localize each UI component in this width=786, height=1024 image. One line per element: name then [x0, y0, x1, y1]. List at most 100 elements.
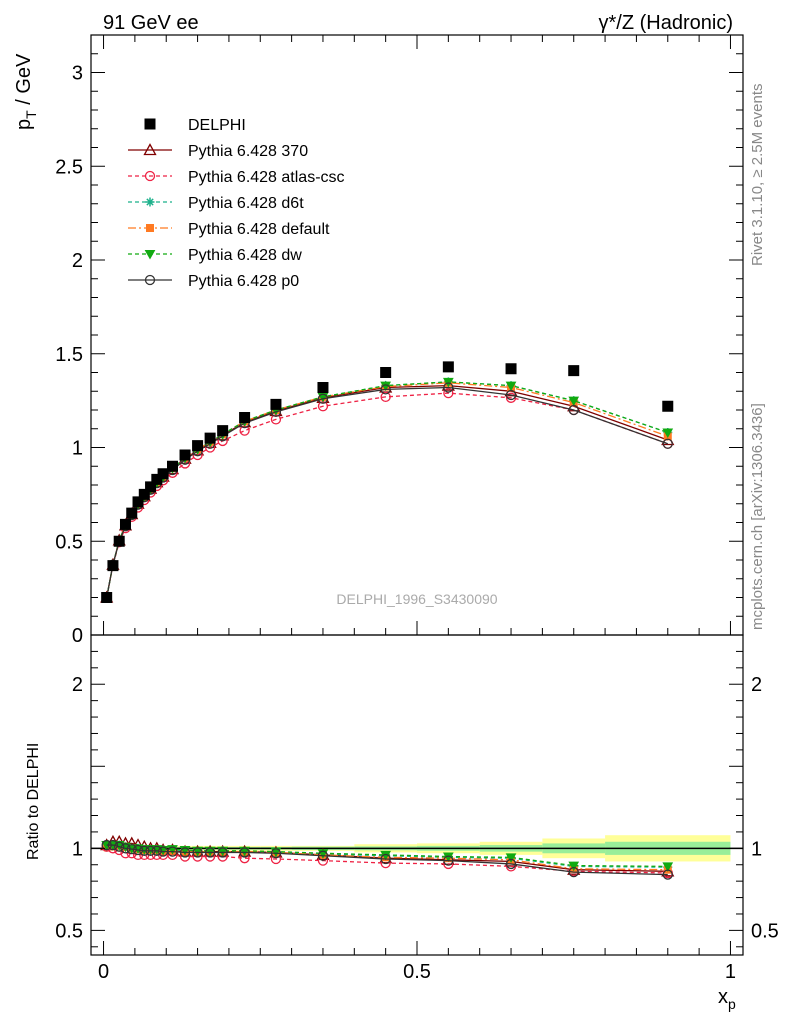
ratio-ytick-label-right: 1 — [751, 838, 762, 860]
series-point — [380, 381, 392, 392]
ratio-ytick-label: 1 — [72, 838, 83, 860]
series-point — [568, 404, 579, 416]
ratio-series-point — [101, 839, 112, 851]
series-point — [505, 389, 517, 401]
ratio-series-point — [204, 847, 216, 858]
ratio-series-point — [120, 843, 131, 854]
ratio-series-point — [217, 847, 228, 858]
data-point — [505, 363, 517, 375]
data-point — [317, 382, 329, 393]
data-point — [113, 535, 125, 547]
x-axis-title: xp — [718, 986, 736, 1012]
legend-label: Pythia 6.428 d6t — [188, 195, 304, 212]
data-point — [107, 560, 119, 572]
ratio-series-point — [192, 847, 203, 858]
legend-marker — [144, 118, 156, 130]
xtick-label: 0.5 — [403, 961, 431, 983]
main-ytick-label: 2 — [72, 250, 83, 272]
data-point — [442, 361, 454, 373]
xtick-label: 0 — [98, 961, 109, 983]
legend-label: Pythia 6.428 default — [188, 221, 330, 238]
legend-label: Pythia 6.428 370 — [188, 143, 308, 160]
data-point — [157, 468, 169, 480]
header-left: 91 GeV ee — [103, 12, 199, 34]
main-ytick-label: 1 — [72, 438, 83, 460]
ratio-ytick-label: 0.5 — [55, 920, 83, 942]
legend-label: Pythia 6.428 p0 — [188, 273, 299, 290]
legend-entry: Pythia 6.428 d6t — [128, 195, 304, 212]
ratio-series-point — [151, 845, 162, 856]
data-point — [204, 432, 216, 444]
main-ytick-label: 1.5 — [55, 344, 83, 366]
ratio-series-point — [568, 861, 580, 872]
series-point — [380, 391, 391, 403]
ratio-series-point — [662, 862, 674, 872]
legend-label: Pythia 6.428 dw — [188, 247, 302, 264]
main-ytick-label: 0.5 — [55, 531, 83, 553]
analysis-watermark: DELPHI_1996_S3430090 — [336, 591, 497, 607]
ratio-series-point — [145, 845, 156, 856]
data-point — [270, 398, 282, 410]
legend: DELPHI Pythia 6.428 370 Pythia 6.428 atlas… — [128, 117, 345, 290]
ratio-series-point — [568, 866, 579, 878]
series-point — [443, 382, 454, 393]
ratio-plot-area — [100, 834, 675, 880]
legend-entry: Pythia 6.428 atlas-csc — [128, 169, 345, 186]
series-line — [106, 386, 668, 598]
ratio-series-point — [270, 848, 282, 859]
series-point — [662, 438, 673, 449]
ratio-ytick-label-right: 0.5 — [751, 920, 779, 942]
main-ytick-label: 3 — [72, 63, 83, 85]
ratio-series-point — [132, 844, 144, 856]
ratio-series-point — [662, 869, 673, 880]
series-line — [106, 384, 668, 598]
data-point — [662, 400, 674, 412]
main-ylabel-unit: / GeV — [13, 53, 35, 110]
axes: 0 0.5 1 1.5 2 2.5 3 0.5 0.5 1 1 2 2 0 0.5 1 — [55, 34, 779, 983]
ratio-series-point — [505, 858, 517, 870]
legend-entry: Pythia 6.428 dw — [128, 247, 302, 264]
data-point — [145, 481, 157, 493]
series-point — [505, 392, 517, 403]
series-line — [106, 382, 668, 598]
main-plot-area — [100, 361, 675, 604]
data-point — [138, 488, 150, 500]
data-point — [151, 473, 163, 485]
legend-entry: DELPHI — [144, 117, 246, 134]
series-point — [317, 393, 329, 404]
legend-label: Pythia 6.428 atlas-csc — [188, 169, 345, 186]
ratio-series-point — [126, 844, 137, 855]
main-ytick-label: 2.5 — [55, 156, 83, 178]
xlabel-sub: p — [728, 996, 736, 1012]
series-point — [443, 387, 454, 399]
ratio-ytick-label-right: 2 — [751, 674, 762, 696]
header-right: γ*/Z (Hadronic) — [599, 12, 733, 34]
ratio-frame — [90, 634, 744, 956]
series-point — [505, 381, 517, 392]
ratio-series-point — [139, 845, 150, 856]
data-point — [217, 425, 229, 437]
xlabel-x: x — [718, 986, 728, 1008]
xtick-label: 1 — [725, 961, 736, 983]
series-line — [106, 392, 668, 598]
data-point — [126, 507, 138, 519]
data-point — [167, 460, 178, 472]
ratio-series-point — [167, 846, 178, 857]
series-point — [662, 428, 674, 439]
legend-entry: Pythia 6.428 370 — [128, 143, 308, 160]
ratio-series-point — [505, 853, 517, 863]
ratio-series-point — [107, 839, 119, 851]
data-point — [132, 496, 144, 508]
main-ytick-label: 0 — [72, 625, 83, 647]
series-line — [106, 381, 668, 598]
data-point — [101, 592, 113, 603]
data-point — [179, 449, 191, 461]
data-point — [568, 365, 580, 377]
ratio-series-point — [239, 847, 250, 858]
data-point — [380, 367, 392, 378]
mcplots-label: mcplots.cern.ch [arXiv:1306.3436] — [749, 403, 766, 630]
legend-marker — [143, 143, 157, 156]
legend-marker — [144, 170, 156, 182]
legend-marker — [145, 197, 155, 207]
rivet-label: Rivet 3.1.10, ≥ 2.5M events — [749, 84, 766, 267]
